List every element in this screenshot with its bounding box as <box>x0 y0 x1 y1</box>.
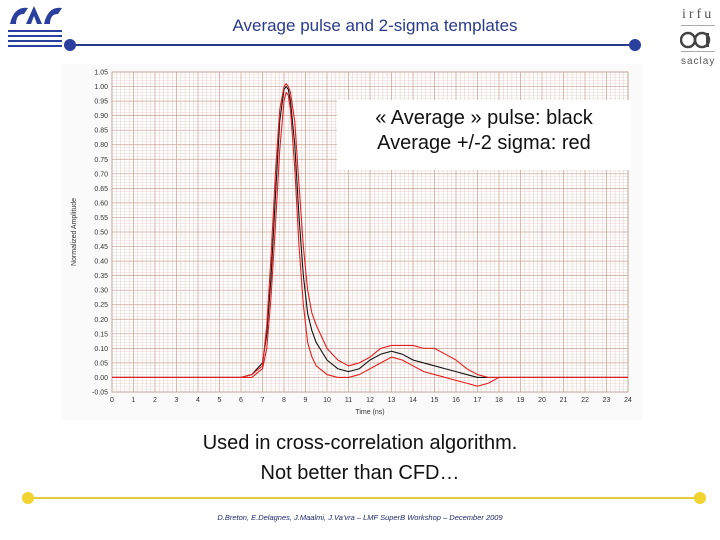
x-tick-label: 13 <box>388 397 396 404</box>
irfu-logo-text: irfu <box>682 7 714 22</box>
chart-axes: 0 1 2 3 4 5 6 7 8 9 10 11 12 13 14 15 16 17 18 19 20 21 22 23 24… <box>92 70 632 405</box>
x-tick-label: 15 <box>431 397 439 404</box>
x-tick-label: 24 <box>624 397 632 404</box>
y-tick-label: 0.00 <box>94 375 108 382</box>
footer-bullet-left <box>22 492 34 504</box>
y-tick-label: 0.60 <box>94 200 108 207</box>
chart-series <box>112 83 628 387</box>
x-tick-label: 4 <box>196 397 200 404</box>
saclay-logo-text: saclay <box>681 56 715 67</box>
y-tick-label: -0.05 <box>92 390 108 397</box>
title-accent-line <box>64 39 641 51</box>
x-tick-label: 17 <box>474 397 482 404</box>
x-tick-label: 10 <box>323 397 331 404</box>
y-tick-label: 1.00 <box>94 84 108 91</box>
series-line-average <box>112 86 628 378</box>
y-tick-label: 0.15 <box>94 331 108 338</box>
x-tick-label: 9 <box>304 397 308 404</box>
y-tick-label: 0.20 <box>94 317 108 324</box>
y-tick-label: 0.35 <box>94 273 108 280</box>
footer-accent-line <box>22 492 706 504</box>
legend-line-sigma: Average +/-2 sigma: red <box>377 132 591 154</box>
y-tick-label: 0.40 <box>94 259 108 266</box>
y-tick-label: 0.05 <box>94 360 108 367</box>
x-tick-label: 8 <box>282 397 286 404</box>
x-tick-label: 11 <box>345 397 352 404</box>
x-tick-label: 19 <box>517 397 525 404</box>
title-bullet-right <box>629 39 641 51</box>
y-tick-label: 0.30 <box>94 288 108 295</box>
title-bullet-left <box>64 39 76 51</box>
y-axis-label: Normalized Amplitude <box>71 198 78 266</box>
x-tick-label: 22 <box>581 397 589 404</box>
slide-title: Average pulse and 2-sigma templates <box>232 16 518 35</box>
y-tick-label: 0.95 <box>94 99 108 106</box>
x-tick-label: 23 <box>603 397 611 404</box>
y-tick-label: 0.55 <box>94 215 108 222</box>
x-tick-label: 3 <box>175 397 179 404</box>
legend-box: « Average » pulse: black Average +/-2 si… <box>337 100 631 170</box>
x-tick-label: 0 <box>110 397 114 404</box>
y-tick-label: 0.10 <box>94 346 108 353</box>
x-tick-label: 12 <box>366 397 374 404</box>
x-tick-label: 20 <box>538 397 546 404</box>
y-tick-label: 0.90 <box>94 113 108 120</box>
lal-logo <box>8 6 62 47</box>
irfu-logo: irfu saclay <box>680 7 715 67</box>
x-tick-label: 18 <box>495 397 503 404</box>
x-tick-label: 1 <box>132 397 136 404</box>
x-tick-label: 5 <box>218 397 222 404</box>
note-line-1: Used in cross-correlation algorithm. <box>202 432 518 454</box>
legend-line-average: « Average » pulse: black <box>375 107 593 129</box>
footer-bullet-right <box>694 492 706 504</box>
series-line-sigma <box>112 83 628 378</box>
series-line-sigma <box>112 91 628 387</box>
x-tick-label: 7 <box>261 397 265 404</box>
x-tick-label: 2 <box>153 397 157 404</box>
y-tick-label: 0.25 <box>94 302 108 309</box>
note-text: Used in cross-correlation algorithm. Not… <box>110 428 610 488</box>
y-tick-label: 1.05 <box>94 70 108 77</box>
y-tick-label: 0.50 <box>94 230 108 237</box>
y-tick-label: 0.65 <box>94 186 108 193</box>
y-tick-label: 0.80 <box>94 142 108 149</box>
x-tick-label: 21 <box>560 397 568 404</box>
footer-credits: D.Breton, E.Delagnes, J.Maalmi, J.Va'vra… <box>217 513 503 522</box>
y-tick-label: 0.70 <box>94 171 108 178</box>
x-tick-label: 14 <box>409 397 417 404</box>
note-line-2: Not better than CFD… <box>260 462 460 484</box>
x-tick-label: 6 <box>239 397 243 404</box>
y-tick-label: 0.85 <box>94 128 108 135</box>
y-tick-label: 0.75 <box>94 157 108 164</box>
x-axis-label: Time (ns) <box>355 409 384 416</box>
y-tick-label: 0.45 <box>94 244 108 251</box>
x-tick-label: 16 <box>452 397 460 404</box>
